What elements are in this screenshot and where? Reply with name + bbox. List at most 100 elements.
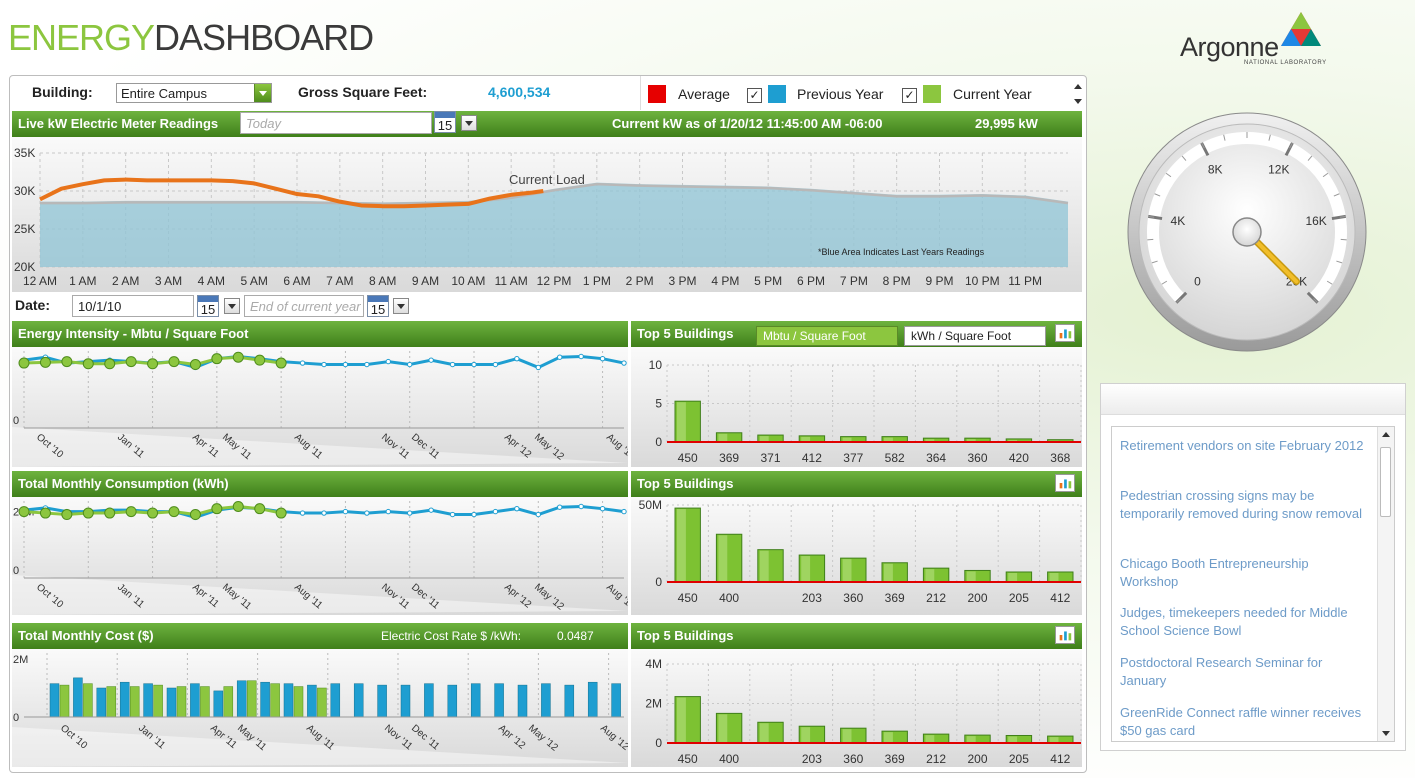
current-year-point — [189, 509, 201, 521]
gauge-minor-tick — [1307, 155, 1313, 161]
tab-kwh-square-foot[interactable]: kWh / Square Foot — [904, 326, 1046, 346]
previous-year-checkbox[interactable]: ✓ — [747, 88, 762, 103]
bar-highlight — [925, 569, 935, 581]
news-item[interactable]: Pedestrian crossing signs may be tempora… — [1120, 488, 1363, 521]
date-label: Date: — [15, 297, 51, 313]
scroll-down-icon[interactable] — [1382, 731, 1390, 736]
top5-intensity-chart: 10 5 0 450 369 371 412 377 582 364 360 420 368 — [631, 347, 1082, 467]
x-tick-label: 8 AM — [369, 274, 396, 288]
bar-chart-icon[interactable] — [1055, 474, 1075, 492]
tab-mbtu-square-foot[interactable]: Mbtu / Square Foot — [756, 326, 898, 346]
bar-highlight — [801, 727, 811, 742]
scroll-down-icon[interactable] — [1074, 99, 1082, 104]
bar-highlight — [1008, 572, 1018, 581]
current-kw-label: Current kW as of 1/20/12 11:45:00 AM -06… — [612, 116, 883, 131]
y-tick-label: 0 — [655, 435, 662, 449]
top5-consumption-chart: 50M 0 450 400 203 360 369 212 200 205 412 — [631, 497, 1082, 615]
bar-chart-icon[interactable] — [1055, 626, 1075, 644]
y-tick-label: 30K — [14, 184, 35, 198]
start-date-dropdown[interactable] — [224, 298, 240, 314]
previous-year-bar — [447, 684, 458, 718]
current-year-bar — [270, 683, 280, 718]
building-label: 400 — [719, 591, 739, 605]
scroll-up-icon[interactable] — [1382, 432, 1390, 437]
x-tick-label: 7 PM — [840, 274, 868, 288]
previous-year-bar — [611, 683, 621, 718]
news-scroll-thumb[interactable] — [1380, 447, 1391, 517]
current-year-point — [232, 351, 244, 363]
previous-year-bar — [564, 684, 575, 718]
current-year-point — [82, 358, 94, 370]
news-item[interactable]: Postdoctoral Research Seminar for Januar… — [1120, 655, 1323, 688]
current-load-annotation: Current Load — [509, 172, 585, 187]
top5-chart-background — [631, 347, 1082, 467]
previous-year-point — [514, 355, 520, 362]
current-year-line — [39, 177, 544, 209]
building-label: 360 — [843, 752, 863, 766]
news-scrollbar[interactable] — [1377, 427, 1394, 741]
end-date-input[interactable]: End of current year — [244, 295, 364, 317]
previous-year-bar — [377, 684, 387, 718]
scroll-up-icon[interactable] — [1074, 84, 1082, 89]
previous-year-bar — [283, 683, 294, 718]
start-date-input[interactable]: 10/1/10 — [72, 295, 194, 317]
live-date-dropdown[interactable] — [461, 115, 477, 131]
previous-year-bar — [517, 684, 528, 718]
current-kw-value: 29,995 kW — [975, 116, 1038, 131]
chevron-down-icon[interactable] — [254, 84, 271, 102]
live-kw-header: Live kW Electric Meter Readings Current … — [12, 111, 1082, 137]
news-item[interactable]: Retirement vendors on site February 2012 — [1120, 438, 1364, 453]
logo-subtitle: NATIONAL LABORATORY — [1244, 60, 1327, 66]
cost-rate-value: 0.0487 — [557, 629, 594, 643]
bar-highlight — [718, 433, 728, 441]
x-tick-label: 8 PM — [883, 274, 911, 288]
building-select[interactable]: Entire Campus — [116, 83, 272, 103]
news-item[interactable]: GreenRide Connect raffle winner receives… — [1120, 705, 1362, 738]
live-calendar-button[interactable]: 15 — [434, 111, 456, 133]
current-year-point — [254, 503, 266, 515]
calendar-icon — [435, 112, 455, 118]
building-label: 368 — [1050, 451, 1070, 465]
y-tick-label: 0 — [13, 415, 19, 427]
kw-gauge: 04K8K12K16K20K — [1127, 112, 1367, 352]
previous-year-bar — [96, 687, 107, 718]
building-label: 420 — [1009, 451, 1029, 465]
news-item[interactable]: Judges, timekeepers needed for Middle Sc… — [1120, 605, 1348, 638]
end-date-dropdown[interactable] — [393, 298, 409, 314]
previous-year-point — [342, 361, 349, 368]
legend-scrollbar[interactable] — [1072, 78, 1084, 108]
current-year-checkbox[interactable]: ✓ — [902, 88, 917, 103]
bar-highlight — [1049, 737, 1059, 742]
gauge-minor-tick — [1322, 172, 1329, 178]
cost-rate-label: Electric Cost Rate $ /kWh: — [381, 629, 522, 643]
x-tick-label: 1 AM — [69, 274, 96, 288]
gauge-minor-tick — [1313, 298, 1319, 304]
gauge-minor-tick — [1339, 215, 1346, 218]
building-label: 203 — [802, 591, 822, 605]
current-year-point — [147, 358, 159, 370]
start-calendar-button[interactable]: 15 — [197, 295, 219, 317]
bar-highlight — [677, 402, 686, 441]
current-year-bar — [153, 684, 163, 718]
top5-cost-title: Top 5 Buildings — [637, 628, 734, 643]
news-item[interactable]: Chicago Booth Entrepreneurship Workshop — [1120, 556, 1309, 589]
gauge-tick-label: 8K — [1208, 163, 1223, 177]
previous-year-point — [364, 361, 370, 368]
x-tick-label: 1 PM — [583, 274, 611, 288]
previous-year-point — [514, 505, 520, 512]
gauge-tick-label: 12K — [1268, 163, 1289, 177]
live-date-input[interactable]: Today — [240, 112, 432, 134]
y-tick-label: 0 — [13, 712, 19, 724]
bar-highlight — [925, 735, 935, 742]
current-year-point — [104, 358, 116, 370]
bar-highlight — [718, 714, 728, 742]
end-calendar-button[interactable]: 15 — [367, 295, 389, 317]
news-panel: Retirement vendors on site February 2012… — [1100, 383, 1406, 751]
current-year-point — [39, 507, 51, 519]
previous-year-point — [535, 511, 541, 518]
current-year-point — [39, 356, 51, 368]
gauge-tick-label: 4K — [1171, 214, 1186, 228]
bar-chart-icon[interactable] — [1055, 324, 1075, 342]
building-label: 371 — [760, 451, 780, 465]
gauge-minor-tick — [1336, 260, 1343, 264]
